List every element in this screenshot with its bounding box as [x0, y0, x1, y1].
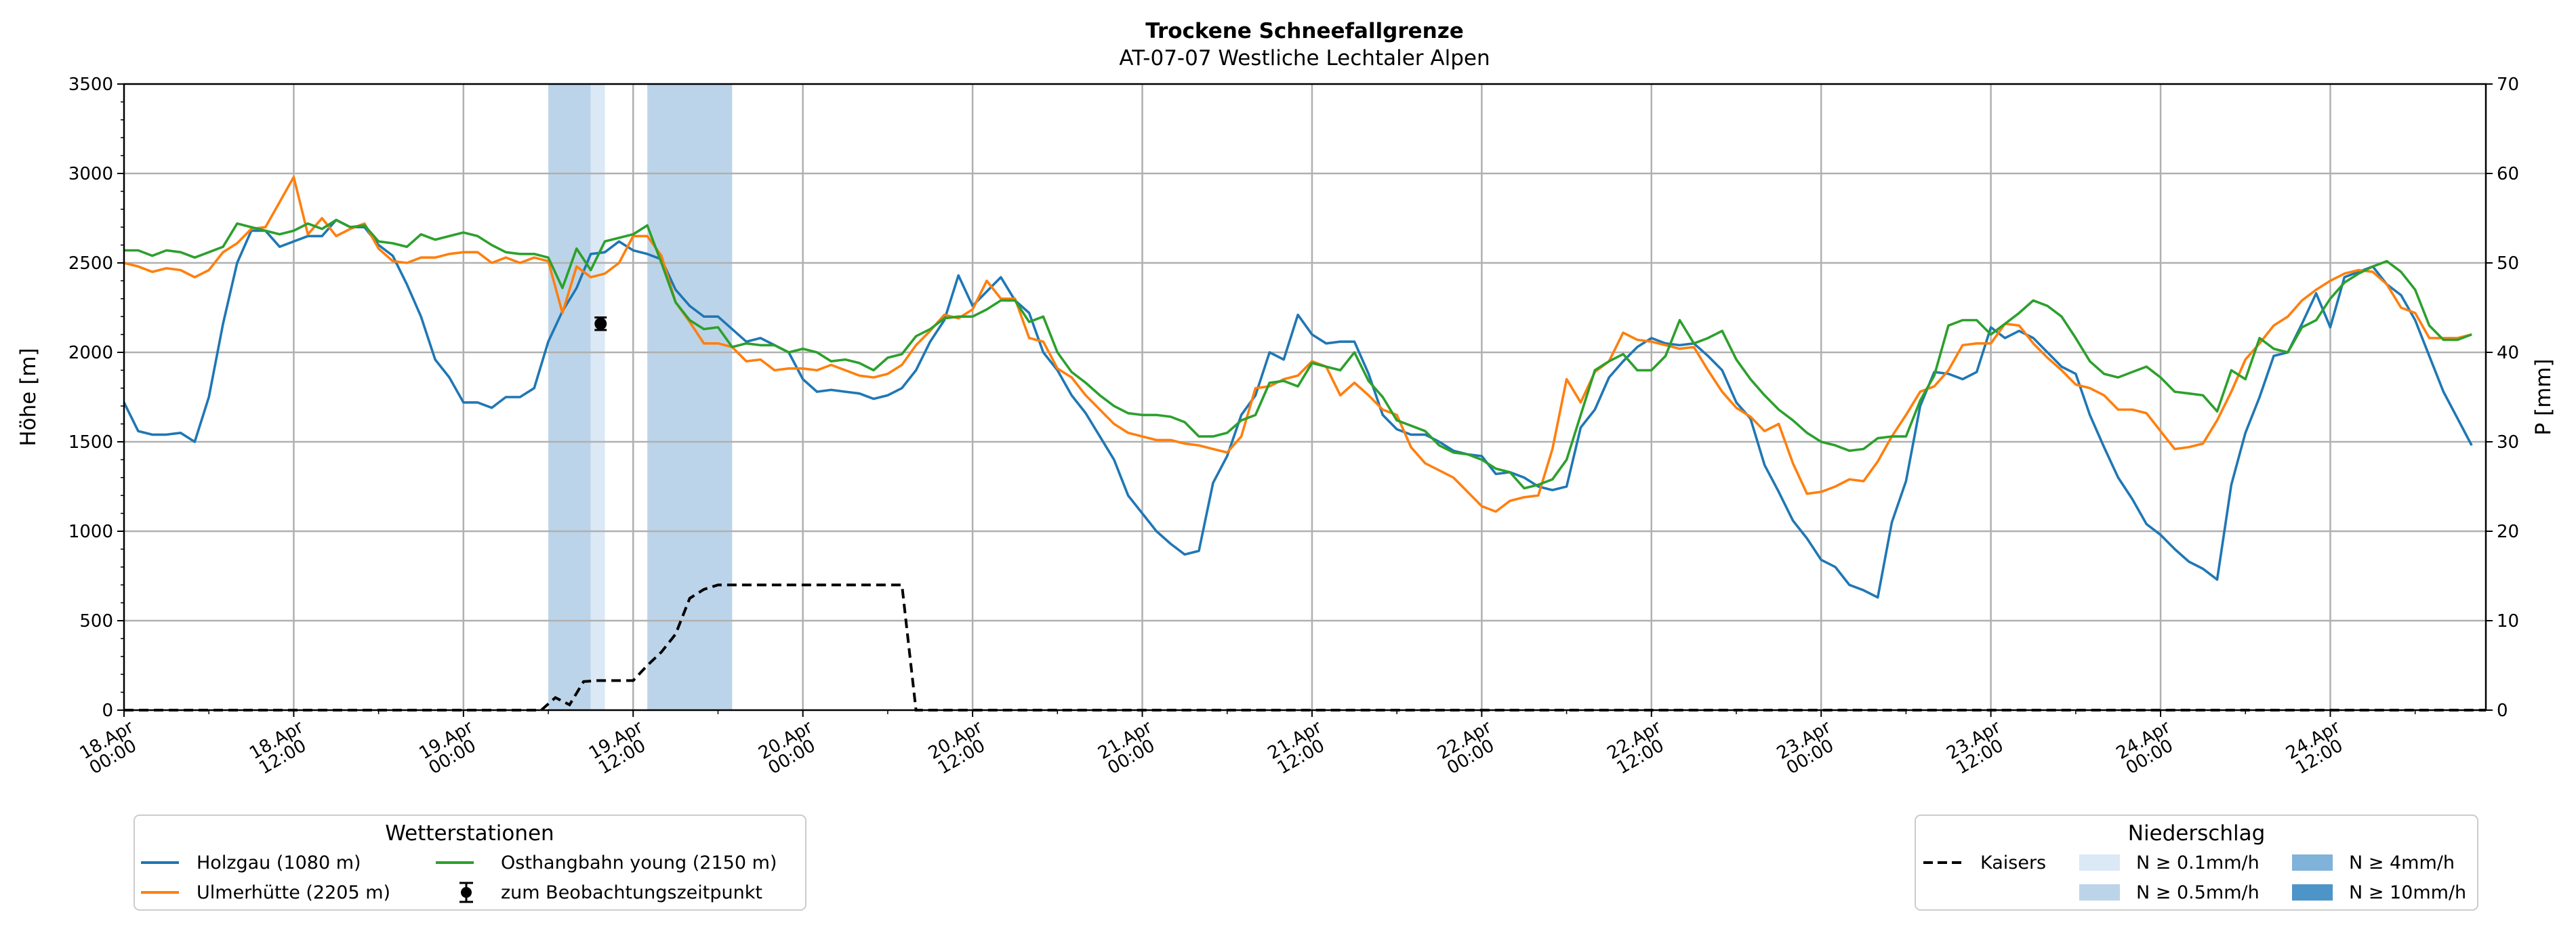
legend-item-kaisers: Kaisers: [1980, 852, 2046, 873]
y-tick-label-7: 3500: [68, 75, 113, 95]
series-line-ulmerhuette: [123, 176, 2472, 513]
legend-precip-title: Niederschlag: [2128, 821, 2266, 846]
legend-swatch-observation: [459, 882, 473, 903]
legend-swatch-n10: [2292, 884, 2333, 901]
y2-tick-label-3: 30: [2497, 432, 2519, 453]
y2-tick-label-6: 60: [2497, 164, 2519, 184]
series-lines: [123, 176, 2473, 599]
y-axis: 0 500 1000 1500 2000 2500 3000 3500: [68, 75, 124, 721]
observation-point: [594, 317, 607, 330]
precipitation-bands: [548, 84, 733, 710]
y2-tick-label-0: 0: [2497, 701, 2508, 721]
y2-axis-title: P [mm]: [2531, 358, 2556, 435]
legend-swatch-n01: [2079, 854, 2120, 871]
y-tick-label-5: 2500: [68, 253, 113, 274]
legend-item-n4: N ≥ 4mm/h: [2349, 852, 2455, 873]
precipitation-line-group: [124, 583, 2486, 711]
y-tick-label-0: 0: [102, 701, 113, 721]
precip-band-1: [590, 84, 605, 710]
y2-tick-label-4: 40: [2497, 343, 2519, 363]
legend-stations-title: Wetterstationen: [385, 821, 554, 846]
y-tick-label-6: 3000: [68, 164, 113, 184]
legend-precipitation: Niederschlag Kaisers N ≥ 0.1mm/h N ≥ 0.5…: [1915, 814, 2478, 911]
y2-tick-label-5: 50: [2497, 253, 2519, 274]
legend-item-osthangbahn: Osthangbahn young (2150 m): [501, 852, 777, 873]
precip-band-2: [647, 84, 733, 710]
y2-tick-label-7: 70: [2497, 75, 2519, 95]
precip-band-0: [548, 84, 591, 710]
y-tick-label-4: 2000: [68, 343, 113, 363]
legend-item-observation: zum Beobachtungszeitpunkt: [501, 882, 762, 903]
y-tick-label-2: 1000: [68, 522, 113, 542]
legend-item-holzgau: Holzgau (1080 m): [197, 852, 361, 873]
legend-stations: Wetterstationen Holzgau (1080 m) Ulmerhü…: [134, 814, 806, 911]
y2-tick-label-1: 10: [2497, 611, 2519, 632]
observation-marker-group: [594, 316, 607, 331]
y-tick-label-3: 1500: [68, 432, 113, 453]
legend-swatch-n4: [2292, 854, 2333, 871]
y2-axis: 0 10 20 30 40 50 60 70: [2486, 75, 2519, 721]
y-tick-label-1: 500: [79, 611, 113, 632]
chart-subtitle: AT-07-07 Westliche Lechtaler Alpen: [1119, 46, 1490, 70]
legend-item-n10: N ≥ 10mm/h: [2349, 882, 2466, 903]
y2-tick-label-2: 20: [2497, 522, 2519, 542]
chart-title: Trockene Schneefallgrenze: [1145, 19, 1464, 43]
y-axis-title: Höhe [m]: [16, 348, 41, 446]
plot-frame: [123, 83, 2487, 711]
legend-item-n05: N ≥ 0.5mm/h: [2136, 882, 2260, 903]
legend-item-n01: N ≥ 0.1mm/h: [2136, 852, 2260, 873]
precip-line-kaisers: [124, 583, 2486, 711]
legend-item-ulmerhuette: Ulmerhütte (2205 m): [197, 882, 390, 903]
legend-swatch-n05: [2079, 884, 2120, 901]
grid-lines: [124, 84, 2486, 710]
legend-precip-frame: [1915, 814, 2478, 911]
series-line-holzgau: [123, 218, 2473, 599]
series-line-osthangbahn: [124, 218, 2472, 490]
